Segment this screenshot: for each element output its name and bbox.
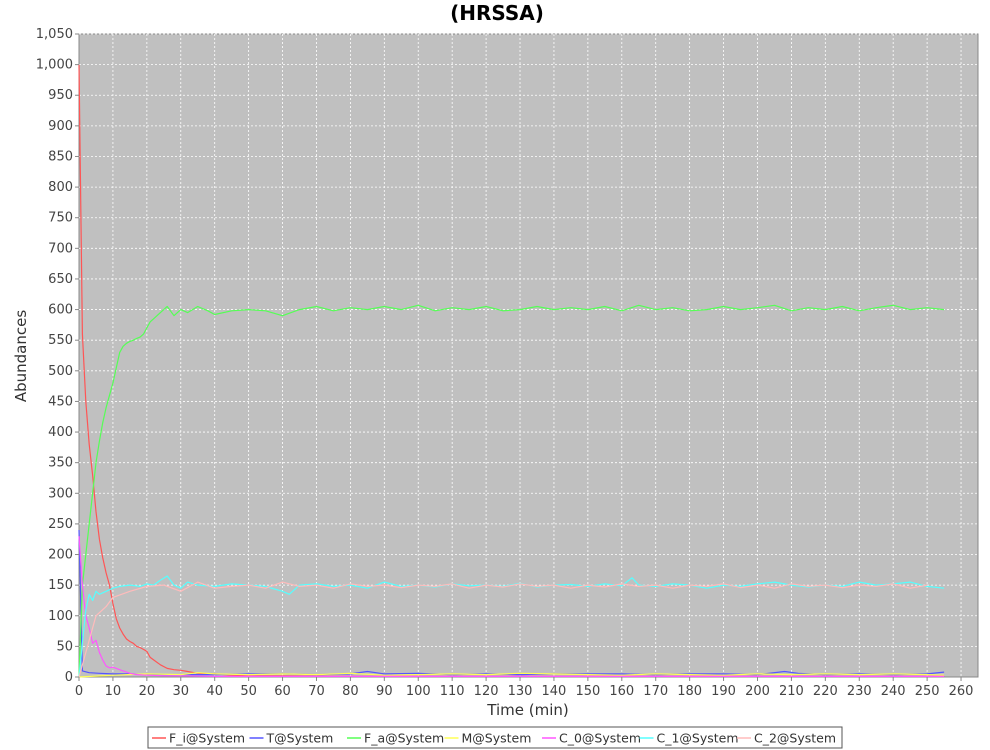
x-tick-label: 180 xyxy=(677,684,702,699)
legend-label: F_a@System xyxy=(364,731,444,746)
grid xyxy=(79,33,978,677)
y-tick-label: 700 xyxy=(48,241,73,256)
x-tick-label: 160 xyxy=(609,684,634,699)
y-tick-label: 150 xyxy=(48,578,73,593)
x-tick-label: 200 xyxy=(745,684,770,699)
legend-label: C_0@System xyxy=(559,731,641,746)
x-tick-label: 110 xyxy=(440,684,465,699)
y-tick-label: 1,050 xyxy=(36,27,73,42)
x-axis-label: Time (min) xyxy=(486,701,568,719)
series-line-c-0 xyxy=(78,536,945,677)
legend-label: C_2@System xyxy=(754,731,836,746)
legend-label: F_i@System xyxy=(169,731,245,746)
y-tick-label: 900 xyxy=(48,119,73,134)
x-tick-label: 30 xyxy=(173,684,190,699)
legend-label: T@System xyxy=(266,731,334,746)
x-tick-label: 260 xyxy=(949,684,974,699)
x-tick-label: 170 xyxy=(643,684,668,699)
y-tick-label: 50 xyxy=(56,639,73,654)
y-tick-label: 400 xyxy=(48,425,73,440)
y-tick-label: 850 xyxy=(48,149,73,164)
plot-area xyxy=(78,33,979,678)
x-tick-label: 190 xyxy=(711,684,736,699)
y-tick-label: 350 xyxy=(48,456,73,471)
x-tick-label: 90 xyxy=(376,684,393,699)
x-tick-label: 220 xyxy=(813,684,838,699)
y-tick-label: 500 xyxy=(48,364,73,379)
y-tick-label: 300 xyxy=(48,486,73,501)
x-tick-label: 240 xyxy=(881,684,906,699)
x-tick-label: 40 xyxy=(206,684,223,699)
series-layer xyxy=(78,64,945,678)
y-axis-label: Abundances xyxy=(12,310,30,402)
legend: F_i@System T@System F_a@System M@System C_0@… xyxy=(147,726,843,749)
chart-title: (HRSSA) xyxy=(450,1,544,25)
y-tick-label: 450 xyxy=(48,394,73,409)
y-axis: 0 50 100 150 200 250 300 350 400 450 500 550 600 650 7… xyxy=(36,27,79,685)
x-tick-label: 0 xyxy=(75,684,83,699)
x-tick-label: 60 xyxy=(274,684,291,699)
y-tick-label: 0 xyxy=(65,670,73,685)
x-tick-label: 50 xyxy=(240,684,257,699)
legend-label: M@System xyxy=(462,731,532,746)
x-tick-label: 120 xyxy=(474,684,499,699)
series-line-c-2 xyxy=(78,581,928,678)
x-tick-label: 250 xyxy=(915,684,940,699)
legend-label: C_1@System xyxy=(657,731,739,746)
x-tick-label: 230 xyxy=(847,684,872,699)
y-tick-label: 250 xyxy=(48,517,73,532)
series-line-f-a xyxy=(78,304,945,678)
y-tick-label: 600 xyxy=(48,303,73,318)
y-tick-label: 950 xyxy=(48,88,73,103)
y-tick-label: 800 xyxy=(48,180,73,195)
x-tick-label: 150 xyxy=(575,684,600,699)
y-tick-label: 200 xyxy=(48,548,73,563)
series-line-f-i xyxy=(78,64,945,677)
y-tick-label: 750 xyxy=(48,211,73,226)
x-tick-label: 70 xyxy=(308,684,325,699)
x-tick-label: 210 xyxy=(779,684,804,699)
legend-box xyxy=(147,726,843,749)
series-line-m xyxy=(78,672,945,678)
y-tick-label: 550 xyxy=(48,333,73,348)
x-tick-label: 100 xyxy=(406,684,431,699)
y-tick-label: 1,000 xyxy=(36,58,73,73)
x-tick-label: 140 xyxy=(542,684,567,699)
x-tick-label: 10 xyxy=(105,684,122,699)
y-tick-label: 650 xyxy=(48,272,73,287)
x-axis: 0 10 20 30 40 50 60 70 80 90 100 110 120 130 140 150 160… xyxy=(75,677,974,699)
x-tick-label: 80 xyxy=(342,684,359,699)
y-tick-label: 100 xyxy=(48,609,73,624)
x-tick-label: 20 xyxy=(139,684,156,699)
x-tick-label: 130 xyxy=(508,684,533,699)
